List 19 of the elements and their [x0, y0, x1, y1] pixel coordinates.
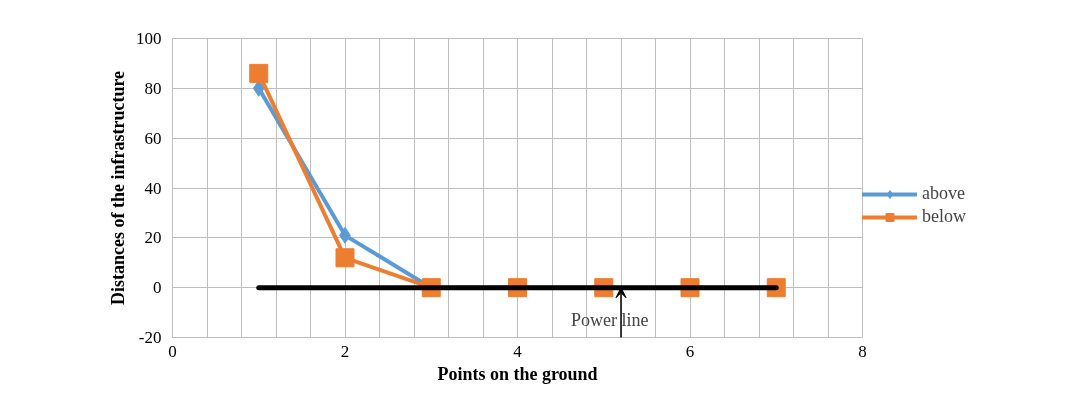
x-axis-title: Points on the ground [437, 363, 598, 384]
x-tick-label: 6 [685, 341, 695, 361]
x-tick-label: 2 [340, 341, 350, 361]
y-tick-label: 80 [144, 78, 162, 98]
legend-label: below [922, 206, 966, 227]
y-tick-label: 0 [153, 278, 162, 298]
y-tick-label: 40 [144, 178, 162, 198]
legend-label: above [922, 183, 965, 204]
y-axis-title: Distances of the infrastructure [108, 70, 128, 306]
point [335, 248, 355, 268]
y-tick-label: 20 [144, 228, 162, 248]
y-tick-label: 100 [136, 29, 162, 48]
x-tick-label: 4 [513, 341, 523, 361]
x-tick-label: 0 [168, 341, 177, 361]
y-tick-label: 60 [144, 128, 162, 148]
x-tick-label: 8 [858, 341, 867, 361]
point [249, 63, 269, 83]
y-tick-label: -20 [138, 328, 162, 347]
annotation: Power line [571, 309, 649, 330]
